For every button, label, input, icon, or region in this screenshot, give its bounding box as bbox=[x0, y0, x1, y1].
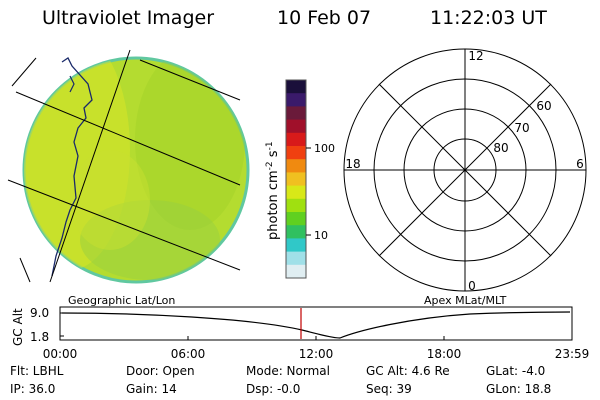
altitude-curve bbox=[61, 311, 571, 339]
colorbar-label: photon cm-2 s-1 bbox=[265, 141, 281, 240]
colorbar-band bbox=[286, 212, 306, 226]
uv-image-disk bbox=[7, 49, 250, 284]
latlon-gridline bbox=[49, 49, 131, 283]
colorbar-band bbox=[286, 146, 306, 160]
observation-time: 11:22:03 UT bbox=[430, 7, 547, 29]
colorbar-band bbox=[286, 93, 306, 107]
altplot-ylabel: GC Alt bbox=[11, 308, 25, 346]
seq-readout: Seq: 39 bbox=[366, 382, 412, 396]
mlt-label-12: 12 bbox=[468, 49, 483, 63]
colorbar-band bbox=[286, 198, 306, 213]
colorbar-tick-label: 100 bbox=[314, 142, 335, 155]
door-readout: Door: Open bbox=[126, 364, 195, 378]
mlt-label-6: 6 bbox=[576, 157, 584, 171]
altplot-xtick: 23:59 bbox=[555, 347, 590, 361]
glon-readout: GLon: 18.8 bbox=[486, 382, 552, 396]
colorbar-tick-label: 10 bbox=[314, 229, 328, 242]
dsp-readout: Dsp: -0.0 bbox=[246, 382, 301, 396]
coastline bbox=[51, 57, 93, 277]
mlat-label-70: 70 bbox=[514, 121, 529, 135]
colorbar-band bbox=[286, 106, 306, 121]
glat-readout: GLat: -4.0 bbox=[486, 364, 546, 378]
colorbar-band bbox=[286, 225, 306, 239]
colorbar-band bbox=[286, 172, 306, 187]
altitude-time-plot bbox=[59, 306, 573, 341]
latlon-gridline bbox=[15, 91, 241, 186]
observation-date: 10 Feb 07 bbox=[277, 7, 372, 29]
filter-readout: Flt: LBHL bbox=[10, 364, 64, 378]
latlon-gridline bbox=[7, 179, 241, 271]
geographic-panel-label: Geographic Lat/Lon bbox=[68, 294, 175, 307]
altplot-xtick: 00:00 bbox=[43, 347, 78, 361]
colorbar-band bbox=[286, 264, 306, 279]
colorbar-band bbox=[286, 119, 306, 134]
polar-mlat-mlt-plot bbox=[343, 48, 587, 292]
colorbar-band bbox=[286, 251, 306, 266]
gain-readout: Gain: 14 bbox=[126, 382, 177, 396]
mlt-label-0: 0 bbox=[468, 279, 476, 293]
altplot-xtick: 06:00 bbox=[171, 347, 206, 361]
colorbar-band bbox=[286, 132, 306, 147]
altplot-ytick: 1.8 bbox=[30, 330, 49, 344]
altplot-xtick: 12:00 bbox=[299, 347, 334, 361]
ip-readout: IP: 36.0 bbox=[10, 382, 56, 396]
colorbar-band bbox=[286, 185, 306, 200]
gc-alt-readout: GC Alt: 4.6 Re bbox=[366, 364, 450, 378]
mlat-label-60: 60 bbox=[536, 99, 551, 113]
apex-panel-label: Apex MLat/MLT bbox=[424, 294, 507, 307]
mode-readout: Mode: Normal bbox=[246, 364, 330, 378]
altplot-ytick: 9.0 bbox=[30, 306, 49, 320]
colorbar-band bbox=[286, 159, 306, 173]
colorbar-band bbox=[286, 238, 306, 253]
colorbar-band bbox=[286, 80, 306, 94]
altplot-xtick: 18:00 bbox=[427, 347, 462, 361]
instrument-title: Ultraviolet Imager bbox=[42, 7, 215, 29]
latlon-gridline bbox=[139, 59, 241, 101]
mlat-label-80: 80 bbox=[493, 141, 508, 155]
color-scale-bar bbox=[286, 80, 306, 279]
mlt-label-18: 18 bbox=[345, 157, 360, 171]
